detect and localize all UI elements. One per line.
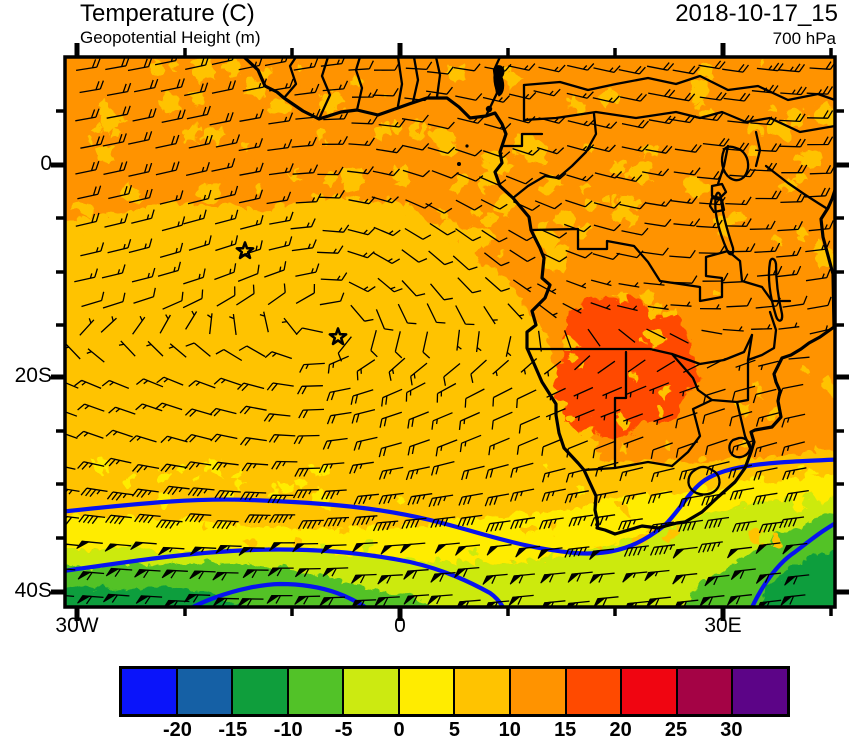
colorbar-label--5: -5: [334, 719, 353, 741]
colorbar-label-5: 5: [448, 719, 460, 741]
colorbar-cell-5: [399, 669, 456, 714]
x-axis-label-0: 0: [394, 614, 406, 637]
y-axis-label-20s: 20S: [14, 364, 52, 387]
colorbar-cell-10: [677, 669, 734, 714]
colorbar-cell-0: [122, 669, 178, 714]
colorbar-label--15: -15: [218, 719, 248, 741]
colorbar-cell-6: [455, 669, 512, 714]
x-axis-label-30e: 30E: [704, 614, 742, 637]
pressure-level: 700 hPa: [772, 29, 836, 48]
valid-datetime: 2018-10-17_15: [675, 0, 838, 27]
chart-subtitle: Geopotential Height (m): [80, 28, 261, 47]
y-axis-label-40s: 40S: [14, 579, 52, 602]
station-star-marker: [235, 241, 255, 260]
chart-title: Temperature (C): [80, 0, 255, 27]
x-axis-label-30w: 30W: [55, 614, 99, 637]
colorbar-label-25: 25: [664, 719, 688, 741]
colorbar-label-30: 30: [720, 719, 743, 741]
colorbar-cell-9: [622, 669, 678, 714]
colorbar-label--10: -10: [273, 719, 303, 741]
colorbar-cell-7: [511, 669, 567, 714]
colorbar-cell-3: [288, 669, 345, 714]
colorbar-cell-4: [344, 669, 400, 714]
colorbar-label-0: 0: [393, 719, 405, 741]
station-star-marker: [328, 327, 348, 346]
colorbar-label--20: -20: [162, 719, 192, 741]
y-axis-label-0: 0: [40, 152, 52, 175]
colorbar-cell-2: [233, 669, 289, 714]
colorbar-cell-8: [566, 669, 623, 714]
colorbar-cell-1: [177, 669, 234, 714]
colorbar-label-10: 10: [498, 719, 521, 741]
colorbar-label-15: 15: [554, 719, 577, 741]
colorbar-cell-11: [733, 669, 787, 714]
colorbar-label-20: 20: [609, 719, 632, 741]
colorbar: [119, 666, 790, 717]
